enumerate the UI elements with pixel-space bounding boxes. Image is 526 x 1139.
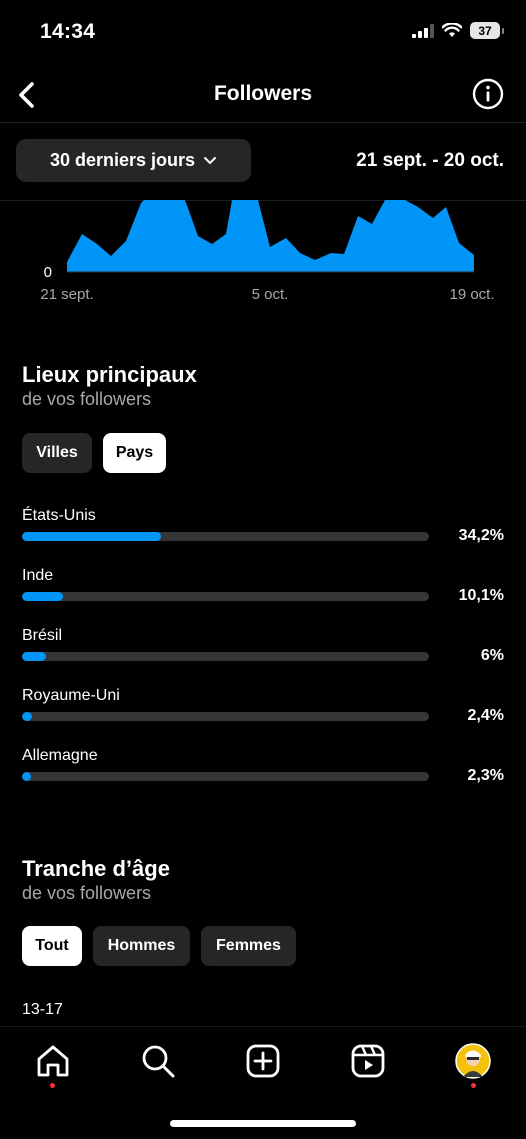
location-percent: 34,2%	[458, 527, 504, 544]
location-label: Inde	[22, 567, 54, 584]
location-bar	[22, 592, 429, 601]
home-notification-dot	[50, 1083, 55, 1088]
location-bar	[22, 712, 429, 721]
range-divider	[0, 200, 526, 201]
search-icon[interactable]	[140, 1043, 176, 1079]
y-tick-label: 0	[44, 264, 52, 281]
chart-area	[67, 200, 474, 272]
location-bar-fill	[22, 772, 32, 781]
info-icon[interactable]	[472, 78, 504, 110]
profile-avatar[interactable]	[455, 1043, 491, 1079]
location-label: Allemagne	[22, 747, 98, 764]
back-icon[interactable]	[10, 78, 44, 112]
tab-all[interactable]: Tout	[22, 926, 82, 966]
chevron-down-icon	[204, 156, 217, 164]
location-label: Royaume-Uni	[22, 687, 120, 704]
locations-title: Lieux principaux	[22, 362, 197, 387]
location-bar	[22, 652, 429, 661]
location-percent: 2,3%	[467, 767, 504, 784]
status-time: 14:34	[40, 20, 96, 43]
age-subtitle: de vos followers	[22, 883, 152, 903]
location-label: Brésil	[22, 627, 63, 644]
location-bar	[22, 772, 429, 781]
page-title: Followers	[213, 82, 313, 105]
status-icons: 37	[412, 22, 504, 39]
followers-area-chart: 0 21 sept. 5 oct. 19 oct.	[40, 200, 495, 303]
location-percent: 2,4%	[467, 707, 504, 724]
location-bar-fill	[22, 592, 64, 601]
location-label: États-Unis	[22, 507, 96, 524]
tab-cities[interactable]: Villes	[22, 433, 92, 473]
home-indicator	[170, 1120, 356, 1127]
signal-icon	[412, 23, 434, 38]
location-percent: 10,1%	[458, 587, 504, 604]
tab-men[interactable]: Hommes	[93, 926, 190, 966]
x-tick-label: 19 oct.	[449, 286, 494, 303]
date-range-selector[interactable]: 30 derniers jours	[16, 139, 251, 182]
age-row-label: 13-17	[22, 1001, 63, 1018]
location-bar-fill	[22, 532, 162, 541]
location-bar-fill	[22, 712, 32, 721]
battery-icon: 37	[470, 22, 504, 39]
create-post-icon[interactable]	[245, 1043, 281, 1079]
tab-women[interactable]: Femmes	[201, 926, 296, 966]
reels-icon[interactable]	[350, 1043, 386, 1079]
location-percent: 6%	[480, 647, 504, 664]
home-icon[interactable]	[35, 1043, 71, 1079]
age-title: Tranche d’âge	[22, 856, 170, 881]
date-range-text: 21 sept. - 20 oct.	[356, 150, 504, 171]
locations-subtitle: de vos followers	[22, 389, 152, 409]
location-bar	[22, 532, 429, 541]
date-range-label: 30 derniers jours	[49, 150, 196, 170]
x-tick-label: 5 oct.	[252, 286, 289, 303]
tab-countries[interactable]: Pays	[103, 433, 166, 473]
profile-notification-dot	[471, 1083, 476, 1088]
wifi-icon	[442, 23, 462, 37]
location-bar-fill	[22, 652, 47, 661]
header-divider	[0, 122, 526, 123]
x-tick-label: 21 sept.	[40, 286, 93, 303]
